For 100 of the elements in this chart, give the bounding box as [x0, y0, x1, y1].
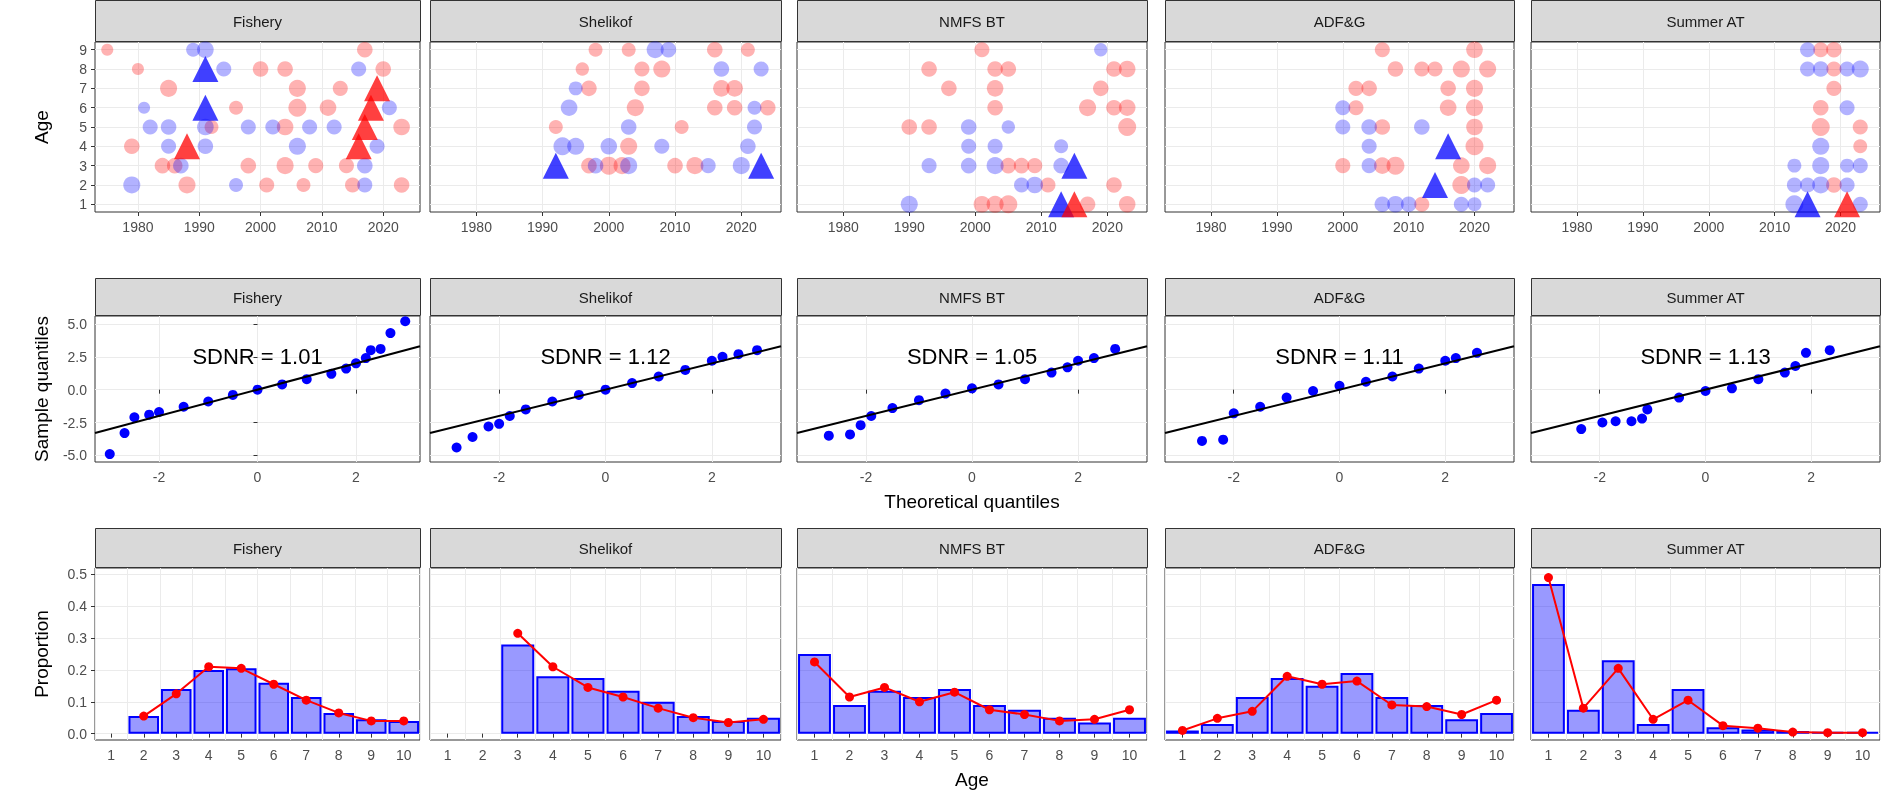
x-tick-label: -2	[152, 469, 166, 485]
x-tick-label: 8	[1055, 747, 1064, 763]
x-tick-label: 2000	[959, 219, 992, 235]
x-tick-label: 10	[1854, 747, 1871, 763]
x-tick-label: 2	[1579, 747, 1588, 763]
x-tick-label: 2010	[1759, 219, 1791, 235]
x-tick-label: 2010	[1025, 219, 1058, 235]
x-tick-label: 9	[1090, 747, 1099, 763]
x-tick-label: 3	[1248, 747, 1257, 763]
y-tick-label: -2.5	[62, 414, 88, 431]
x-tick-label: 0	[601, 469, 610, 485]
annotation: SDNR = 1.11	[1275, 344, 1404, 370]
y-tick-label: 9	[79, 41, 88, 58]
x-tick-label: -2	[1227, 469, 1241, 485]
x-tick-label: 4	[915, 747, 924, 763]
x-tick-label: 5	[950, 747, 959, 763]
x-tick-label: 0	[968, 469, 977, 485]
chart-title: Fishery	[232, 12, 283, 30]
x-tick-label: 5	[1318, 747, 1327, 763]
x-tick-label: 2020	[725, 219, 758, 235]
x-tick-label: 2010	[306, 219, 338, 235]
x-tick-label: 2020	[1091, 219, 1124, 235]
x-tick-label: 0	[253, 469, 262, 485]
x-tick-label: 2	[478, 747, 487, 763]
x-tick-label: 3	[513, 747, 522, 763]
x-tick-label: 7	[1753, 747, 1762, 763]
x-tick-label: 7	[302, 747, 311, 763]
x-tick-label: 1	[107, 747, 116, 763]
y-tick-label: 0.4	[67, 598, 88, 615]
x-tick-label: 0	[1701, 469, 1710, 485]
x-tick-label: 4	[548, 747, 557, 763]
x-tick-label: 7	[654, 747, 663, 763]
chart-title: Shelikof	[578, 12, 634, 30]
y-tick-label: 0.0	[67, 381, 88, 398]
y-tick-label: 5	[79, 119, 88, 135]
x-tick-label: 1990	[527, 219, 559, 235]
x-tick-label: -2	[1593, 469, 1607, 485]
x-tick-label: 6	[619, 747, 628, 763]
x-tick-label: -2	[492, 469, 506, 485]
x-tick-label: 1	[1178, 747, 1187, 763]
x-tick-label: 3	[880, 747, 889, 763]
chart-title: Shelikof	[578, 539, 634, 557]
chart-title: NMFS BT	[939, 12, 1005, 30]
x-tick-label: 2010	[659, 219, 691, 235]
x-tick-label: 6	[1719, 747, 1728, 763]
x-tick-label: 4	[1649, 747, 1658, 763]
chart-title: Summer AT	[1666, 12, 1745, 30]
x-tick-label: 1980	[1561, 219, 1593, 235]
x-tick-label: 1990	[1261, 219, 1293, 235]
x-tick-label: 8	[1422, 747, 1431, 763]
x-tick-label: 2	[845, 747, 854, 763]
x-tick-label: 6	[1353, 747, 1362, 763]
x-tick-label: 2020	[1824, 219, 1857, 235]
annotation: SDNR = 1.05	[906, 344, 1038, 370]
x-tick-label: 2020	[367, 219, 399, 235]
x-tick-label: 1	[810, 747, 819, 763]
x-tick-label: 9	[724, 747, 733, 763]
chart-title: Summer AT	[1666, 539, 1745, 557]
y-tick-label: 7	[79, 80, 88, 97]
x-tick-label: 1990	[893, 219, 926, 235]
x-tick-label: 4	[204, 747, 213, 763]
chart-title: Fishery	[232, 539, 283, 557]
x-tick-label: 9	[1823, 747, 1832, 763]
x-tick-label: 1980	[460, 219, 493, 235]
x-tick-label: 2	[1074, 469, 1083, 485]
x-tick-label: 2	[707, 469, 716, 485]
x-tick-label: 7	[1387, 747, 1396, 763]
x-tick-label: 2	[352, 469, 361, 485]
y-tick-label: 0.3	[67, 630, 88, 647]
chart-title: Fishery	[232, 288, 283, 306]
chart-title: Shelikof	[578, 288, 634, 306]
x-tick-label: 1980	[122, 219, 154, 235]
x-tick-label: 8	[689, 747, 698, 763]
y-axis-title: Age	[31, 110, 52, 144]
annotation: SDNR = 1.12	[540, 344, 671, 370]
y-tick-label: 1	[79, 196, 88, 213]
x-tick-label: 1980	[1195, 219, 1227, 235]
y-tick-label: 6	[79, 99, 88, 116]
chart-title: NMFS BT	[939, 539, 1005, 557]
y-tick-label: 2.5	[67, 348, 88, 365]
chart-title: ADF&G	[1313, 539, 1366, 557]
x-axis-title: Theoretical quantiles	[884, 491, 1060, 512]
x-tick-label: 1	[443, 747, 452, 763]
chart-title: ADF&G	[1313, 12, 1366, 30]
x-tick-label: 7	[1020, 747, 1029, 763]
x-tick-label: 1990	[1627, 219, 1659, 235]
y-tick-label: 5.0	[67, 315, 88, 332]
x-tick-label: 0	[1335, 469, 1344, 485]
x-tick-label: 10	[1121, 747, 1138, 763]
x-tick-label: 2000	[1693, 219, 1725, 235]
x-tick-label: 2010	[1393, 219, 1425, 235]
x-tick-label: 5	[237, 747, 246, 763]
y-tick-label: 8	[79, 61, 88, 78]
x-tick-label: 1990	[183, 219, 216, 235]
chart-title: ADF&G	[1313, 288, 1366, 306]
x-tick-label: 10	[1488, 747, 1505, 763]
x-tick-label: 1	[1544, 747, 1553, 763]
x-tick-label: 9	[367, 747, 376, 763]
x-tick-label: 3	[1614, 747, 1623, 763]
x-tick-label: 1980	[827, 219, 860, 235]
